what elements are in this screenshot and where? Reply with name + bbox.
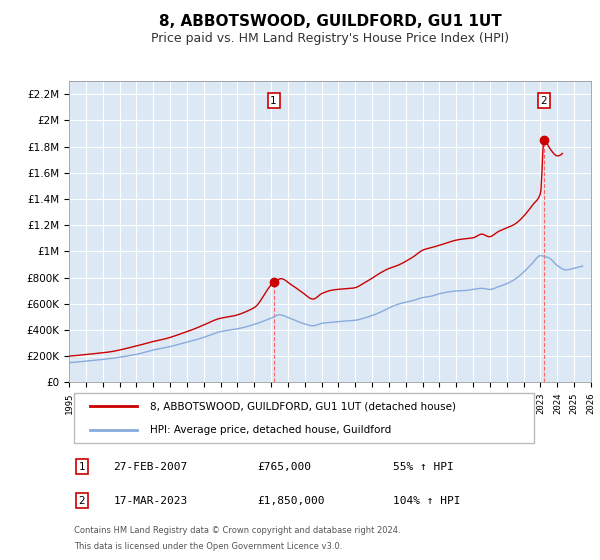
Text: 17-MAR-2023: 17-MAR-2023: [113, 496, 188, 506]
Text: 55% ↑ HPI: 55% ↑ HPI: [392, 462, 454, 472]
Text: 27-FEB-2007: 27-FEB-2007: [113, 462, 188, 472]
Text: HPI: Average price, detached house, Guildford: HPI: Average price, detached house, Guil…: [150, 425, 391, 435]
Text: 8, ABBOTSWOOD, GUILDFORD, GU1 1UT (detached house): 8, ABBOTSWOOD, GUILDFORD, GU1 1UT (detac…: [150, 401, 456, 411]
Text: 1: 1: [270, 96, 277, 106]
Text: 104% ↑ HPI: 104% ↑ HPI: [392, 496, 460, 506]
Text: This data is licensed under the Open Government Licence v3.0.: This data is licensed under the Open Gov…: [74, 543, 343, 552]
FancyBboxPatch shape: [74, 393, 533, 442]
Text: 2: 2: [79, 496, 85, 506]
Text: Contains HM Land Registry data © Crown copyright and database right 2024.: Contains HM Land Registry data © Crown c…: [74, 526, 401, 535]
Text: £1,850,000: £1,850,000: [257, 496, 325, 506]
Text: Price paid vs. HM Land Registry's House Price Index (HPI): Price paid vs. HM Land Registry's House …: [151, 32, 509, 45]
Text: 1: 1: [79, 462, 85, 472]
Text: 8, ABBOTSWOOD, GUILDFORD, GU1 1UT: 8, ABBOTSWOOD, GUILDFORD, GU1 1UT: [158, 14, 502, 29]
Text: 2: 2: [541, 96, 547, 106]
Text: £765,000: £765,000: [257, 462, 311, 472]
